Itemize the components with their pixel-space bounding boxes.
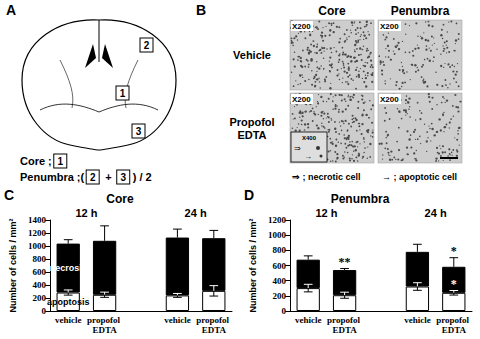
svg-text:EDTA: EDTA <box>92 325 117 335</box>
svg-text:1000: 1000 <box>268 230 287 240</box>
svg-text:⇒ ; necrotic cell: ⇒ ; necrotic cell <box>292 172 361 182</box>
svg-text:Number of cells / mm²: Number of cells / mm² <box>8 218 18 312</box>
svg-text:200: 200 <box>273 291 287 301</box>
svg-text:24 h: 24 h <box>185 207 207 219</box>
svg-text:Core: Core <box>318 4 346 18</box>
svg-text:2: 2 <box>90 172 96 183</box>
svg-text:400: 400 <box>33 280 47 290</box>
svg-text:+: + <box>102 171 115 183</box>
svg-text:propofol: propofol <box>87 315 122 325</box>
svg-text:Core ;: Core ; <box>20 155 52 167</box>
svg-text:C: C <box>4 187 14 203</box>
svg-text:*: * <box>451 277 457 291</box>
svg-text:vehicle: vehicle <box>55 315 82 325</box>
svg-text:3: 3 <box>136 126 142 137</box>
svg-text:1200: 1200 <box>28 228 47 238</box>
svg-text:propofol: propofol <box>196 315 231 325</box>
svg-text:*: * <box>451 244 457 258</box>
svg-text:0: 0 <box>282 306 287 316</box>
svg-text:Penumbra: Penumbra <box>331 192 390 206</box>
svg-text:1200: 1200 <box>268 215 287 225</box>
svg-text:vehicle: vehicle <box>295 315 322 325</box>
svg-text:B: B <box>196 2 206 18</box>
svg-text:propofol: propofol <box>436 315 471 325</box>
svg-text:X200: X200 <box>380 22 399 31</box>
svg-text:Penumbra: Penumbra <box>391 4 450 18</box>
svg-text:**: ** <box>339 255 351 269</box>
svg-text:1: 1 <box>120 88 126 99</box>
svg-text:EDTA: EDTA <box>237 129 266 141</box>
svg-text:3: 3 <box>120 172 126 183</box>
svg-text:EDTA: EDTA <box>442 325 467 335</box>
svg-text:X200: X200 <box>292 22 311 31</box>
svg-text:necrosis: necrosis <box>50 263 87 273</box>
svg-text:Number of cells / mm²: Number of cells / mm² <box>248 218 258 312</box>
svg-text:⇒: ⇒ <box>294 144 301 153</box>
svg-text:12 h: 12 h <box>75 207 97 219</box>
svg-text:1: 1 <box>58 156 64 167</box>
svg-text:Propofol: Propofol <box>229 116 274 128</box>
svg-text:apoptosis: apoptosis <box>47 297 90 307</box>
svg-text:600: 600 <box>273 261 287 271</box>
svg-text:D: D <box>244 187 254 203</box>
svg-text:200: 200 <box>33 293 47 303</box>
svg-text:EDTA: EDTA <box>332 325 357 335</box>
svg-text:→ ; apoptotic cell: → ; apoptotic cell <box>382 172 457 182</box>
svg-text:800: 800 <box>33 254 47 264</box>
svg-text:→: → <box>304 152 312 161</box>
svg-text:X400: X400 <box>302 135 317 141</box>
svg-text:12 h: 12 h <box>315 207 337 219</box>
svg-text:400: 400 <box>273 276 287 286</box>
svg-text:) / 2: ) / 2 <box>133 171 152 183</box>
svg-text:X200: X200 <box>292 95 311 104</box>
svg-text:vehicle: vehicle <box>164 315 191 325</box>
svg-text:A: A <box>6 2 16 18</box>
svg-text:vehicle: vehicle <box>404 315 431 325</box>
svg-text:800: 800 <box>273 245 287 255</box>
svg-text:1000: 1000 <box>28 241 47 251</box>
svg-text:1400: 1400 <box>28 215 47 225</box>
svg-text:Vehicle: Vehicle <box>233 49 271 61</box>
svg-text:Core: Core <box>106 192 134 206</box>
svg-text:2: 2 <box>144 40 150 51</box>
svg-text:0: 0 <box>42 306 47 316</box>
svg-text:X200: X200 <box>380 95 399 104</box>
svg-text:600: 600 <box>33 267 47 277</box>
svg-text:24 h: 24 h <box>425 207 447 219</box>
svg-text:propofol: propofol <box>327 315 362 325</box>
svg-text:Penumbra ;(: Penumbra ;( <box>20 171 85 183</box>
svg-text:EDTA: EDTA <box>202 325 227 335</box>
